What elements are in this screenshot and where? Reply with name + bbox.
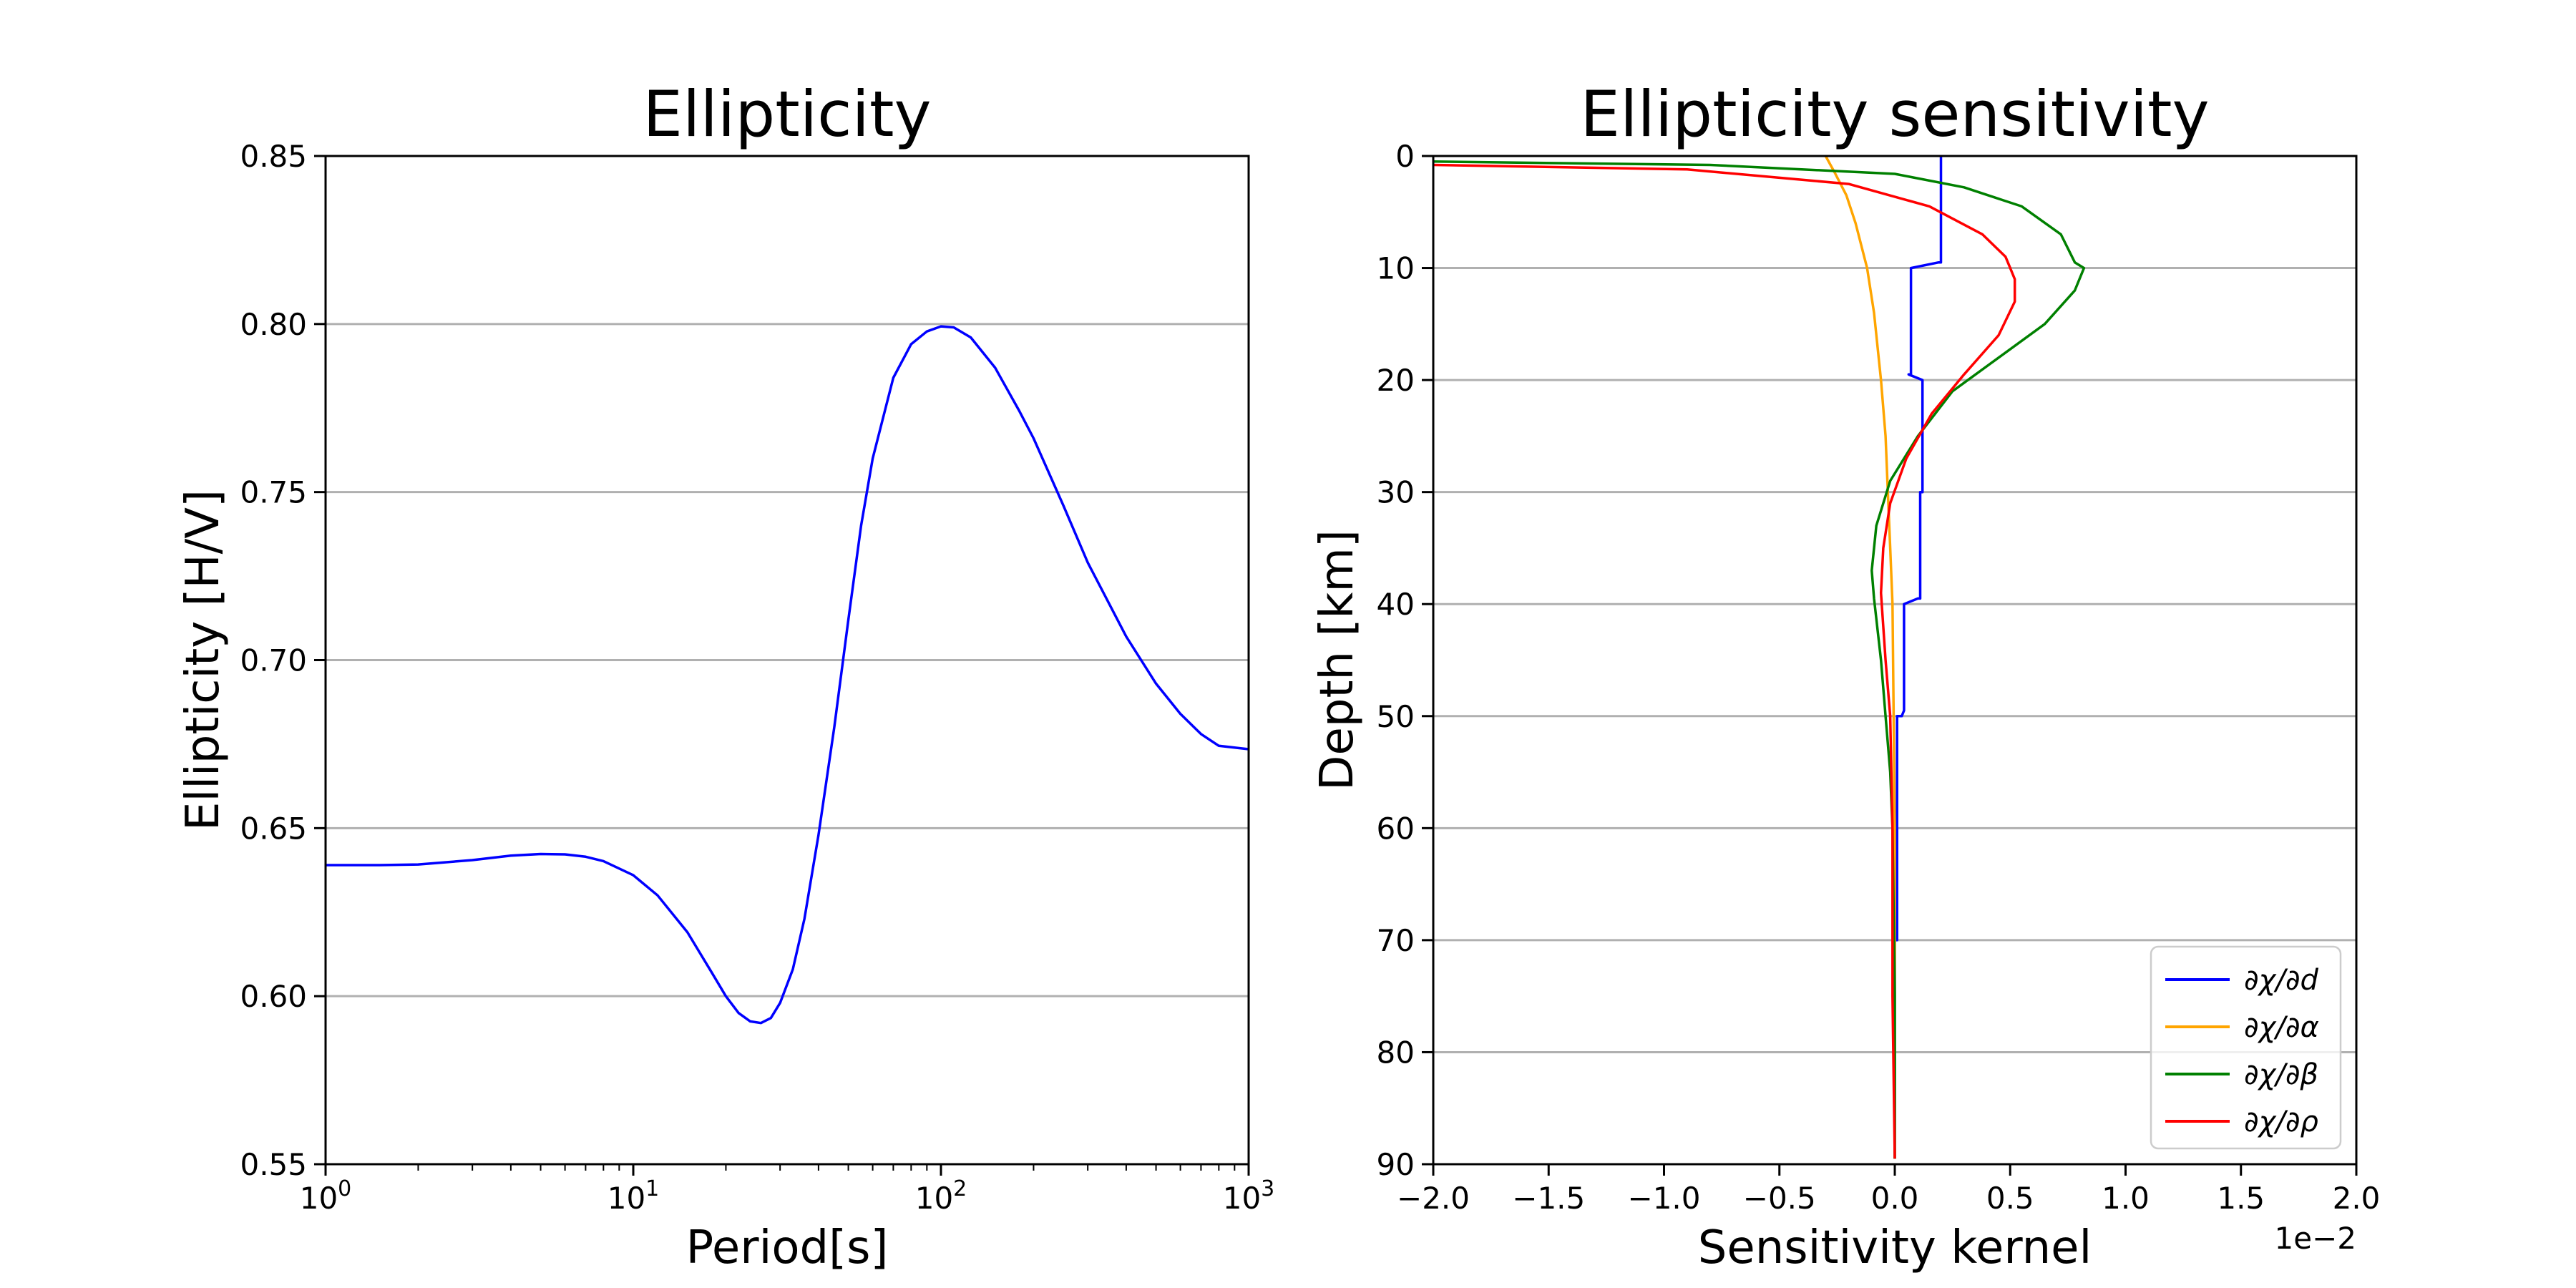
sensitivity-x-tick-label-2-0: −2.0 [1397,1181,1470,1216]
ellipticity-y-axis-label: Ellipticity [H/V] [177,489,230,831]
sensitivity-x-tick-label-1-0: 1.0 [2102,1181,2150,1216]
sensitivity-y-tick-label-20: 20 [1377,363,1415,398]
legend-label-rho: ∂χ/∂ρ [2244,1106,2318,1138]
ellipticity-x-tick-label-0: 100 [300,1176,352,1216]
ellipticity-y-tick-label-0-65: 0.65 [240,811,307,846]
ellipticity-y-tick-label-0-70: 0.70 [240,643,307,678]
ellipticity-chart-title: Ellipticity [643,77,931,151]
tick-base: 10 [1223,1181,1261,1216]
legend-label-beta: ∂χ/∂β [2244,1058,2318,1091]
tick-base: 10 [608,1181,645,1216]
sensitivity-y-tick-label-70: 70 [1377,923,1415,958]
tick-exponent: 0 [338,1176,351,1201]
ellipticity-x-tick-label-3: 103 [1223,1176,1275,1216]
ellipticity-y-tick-label-0-55: 0.55 [240,1147,307,1182]
ellipticity-y-tick-label-0-85: 0.85 [240,139,307,174]
legend-box [2150,945,2342,1150]
sensitivity-legend: ∂χ/∂d ∂χ/∂α ∂χ/∂β ∂χ/∂ρ [2150,945,2342,1150]
sensitivity-x-ticks: −2.0 −1.5 −1.0 −0.5 0.0 0.5 1.0 1.5 2.0 [1397,1164,2380,1216]
sensitivity-y-tick-label-90: 90 [1377,1147,1415,1182]
ellipticity-y-ticks: 0.55 0.60 0.65 0.70 0.75 0.80 0.85 [240,139,326,1182]
ellipticity-y-tick-label-0-75: 0.75 [240,475,307,510]
sensitivity-x-axis-label: Sensitivity kernel [1698,1221,2092,1274]
ellipticity-x-axis-label: Period[s] [686,1221,889,1274]
tick-exponent: 3 [1261,1176,1274,1201]
sensitivity-x-tick-label-1-0: −1.0 [1628,1181,1701,1216]
ellipticity-x-tick-label-1: 101 [608,1176,660,1216]
sensitivity-x-tick-label-2-0: 2.0 [2333,1181,2381,1216]
ellipticity-line [326,325,1249,1025]
ellipticity-y-tick-label-0-60: 0.60 [240,979,307,1014]
legend-label-d: ∂χ/∂d [2244,964,2319,997]
sensitivity-y-tick-label-40: 40 [1377,587,1415,622]
tick-base: 10 [915,1181,953,1216]
sensitivity-x-tick-label-0-5: 0.5 [1986,1181,2034,1216]
sensitivity-y-tick-label-60: 60 [1377,811,1415,846]
sensitivity-x-tick-label-1-5: 1.5 [2217,1181,2265,1216]
ellipticity-y-tick-label-0-80: 0.80 [240,307,307,342]
ellipticity-series [326,325,1249,1025]
tick-exponent: 2 [953,1176,967,1201]
legend-label-alpha: ∂χ/∂α [2244,1011,2319,1044]
sensitivity-x-tick-label-1-5: −1.5 [1512,1181,1585,1216]
ellipticity-gridlines [326,323,1249,997]
sensitivity-y-tick-label-10: 10 [1377,251,1415,286]
sensitivity-y-axis-label: Depth [km] [1311,530,1364,791]
sensitivity-x-tick-label-0-0: 0.0 [1871,1181,1919,1216]
kernel-line-beta [1433,160,2086,1159]
sensitivity-y-ticks: 0 10 20 30 40 50 60 70 80 90 [1377,139,1433,1182]
tick-exponent: 1 [645,1176,659,1201]
kernel-line-alpha [1824,156,1896,1159]
sensitivity-y-tick-label-0: 0 [1395,139,1415,174]
sensitivity-chart-title: Ellipticity sensitivity [1580,77,2209,151]
ellipticity-x-ticks: 100 101 102 103 [300,1164,1275,1216]
kernel-line-rho [1433,163,2016,1159]
ellipticity-x-tick-label-2: 102 [915,1176,967,1216]
tick-base: 10 [300,1181,338,1216]
sensitivity-y-tick-label-80: 80 [1377,1035,1415,1070]
sensitivity-x-offset-label: 1e−2 [2275,1221,2356,1256]
sensitivity-panel: −2.0 −1.5 −1.0 −0.5 0.0 0.5 1.0 1.5 2.0 0 10 20 30 4… [1311,77,2380,1274]
sensitivity-y-tick-label-50: 50 [1377,699,1415,734]
sensitivity-x-tick-label-0-5: −0.5 [1743,1181,1816,1216]
sensitivity-y-tick-label-30: 30 [1377,475,1415,510]
sensitivity-series [1433,156,2086,1159]
ellipticity-panel: 100 101 102 103 0.550.600.650.700.750.800.8… [177,77,1274,1274]
